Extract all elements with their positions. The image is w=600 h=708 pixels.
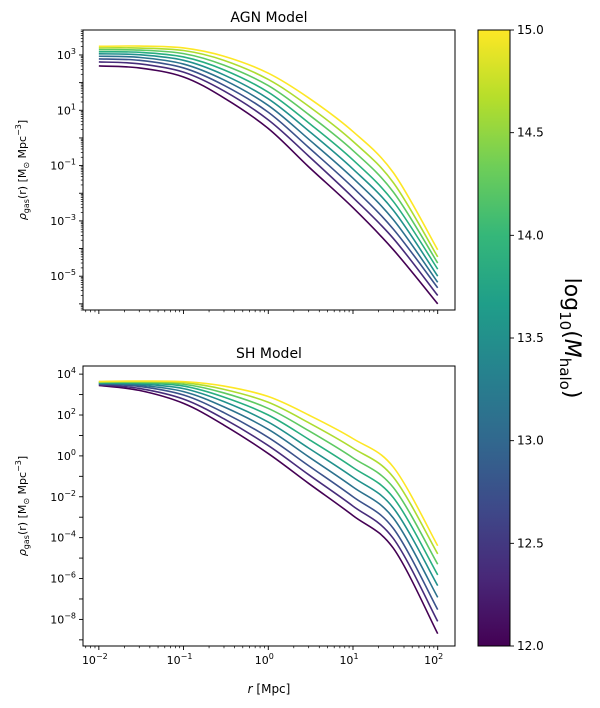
sh-xlabel: r [Mpc] [248, 682, 291, 696]
y-tick-label: 103 [57, 47, 76, 62]
agn-x-ticks [85, 310, 439, 314]
y-tick-label: 100 [57, 448, 76, 463]
sh-series-line [98, 380, 439, 555]
colorbar-gradient [478, 30, 510, 646]
sh-series-line [98, 384, 439, 622]
agn-y-ticks: 103 101 10−1 10−3 10−5 [50, 29, 83, 311]
sh-title: SH Model [236, 346, 302, 362]
colorbar-tick-label: 12.5 [517, 536, 544, 550]
agn-title: AGN Model [230, 10, 307, 26]
y-tick-label: 10−2 [50, 489, 76, 504]
agn-axes-frame [82, 29, 456, 311]
y-tick-label: 10−3 [50, 213, 76, 228]
agn-series-lines [98, 45, 439, 305]
sh-axes-frame [82, 365, 456, 647]
y-tick-label: 104 [57, 366, 76, 381]
x-tick-label: 100 [255, 652, 274, 667]
y-tick-label: 10−8 [50, 611, 76, 626]
sh-series-lines [98, 380, 439, 635]
sh-y-ticks: 104 102 100 10−2 10−4 10−6 10−8 [50, 366, 83, 641]
x-tick-label: 102 [424, 652, 443, 667]
sh-series-line [98, 384, 439, 635]
colorbar-ticks: 12.0 12.5 13.0 13.5 14.0 14.5 15.0 [510, 23, 544, 653]
y-tick-label: 10−5 [50, 268, 76, 283]
agn-series-line [98, 48, 439, 264]
sh-series-line [98, 383, 439, 611]
sh-series-line [98, 380, 439, 547]
agn-panel: AGN Model 103 101 10−1 10−3 10−5 ρgas(r) [M⊙… [14, 10, 456, 314]
agn-series-line [98, 55, 439, 283]
y-tick-label: 101 [57, 102, 76, 117]
colorbar-tick-label: 13.5 [517, 331, 544, 345]
sh-series-line [98, 382, 439, 598]
colorbar-tick-label: 15.0 [517, 23, 544, 37]
y-tick-label: 10−1 [50, 158, 76, 173]
agn-ylabel: ρgas(r) [M⊙ Mpc−3] [14, 120, 31, 220]
colorbar: 12.0 12.5 13.0 13.5 14.0 14.5 15.0 log10(Mhalo… [477, 23, 584, 653]
colorbar-tick-label: 14.0 [517, 228, 544, 242]
x-tick-label: 101 [339, 652, 358, 667]
sh-series-line [98, 381, 439, 565]
agn-series-line [98, 61, 439, 297]
agn-series-line [98, 65, 439, 305]
colorbar-tick-label: 14.5 [517, 126, 544, 140]
sh-x-ticks: 10−2 10−1 100 101 102 [82, 646, 443, 667]
y-tick-label: 10−6 [50, 571, 76, 586]
agn-series-line [98, 53, 439, 277]
sh-ylabel: ρgas(r) [M⊙ Mpc−3] [14, 456, 31, 556]
colorbar-tick-label: 12.0 [517, 639, 544, 653]
agn-series-line [98, 47, 439, 258]
x-tick-label: 10−1 [167, 652, 193, 667]
y-tick-label: 102 [57, 407, 76, 422]
y-tick-label: 10−4 [50, 530, 76, 545]
agn-series-line [98, 58, 439, 289]
sh-series-line [98, 381, 439, 576]
sh-panel: SH Model 10−2 10−1 100 101 102 10410210010−2… [14, 346, 456, 696]
sh-series-line [98, 382, 439, 587]
agn-series-line [98, 50, 439, 270]
agn-series-line [98, 45, 439, 251]
colorbar-tick-label: 13.0 [517, 434, 544, 448]
colorbar-label: log10(Mhalo) [556, 278, 584, 399]
x-tick-label: 10−2 [82, 652, 108, 667]
